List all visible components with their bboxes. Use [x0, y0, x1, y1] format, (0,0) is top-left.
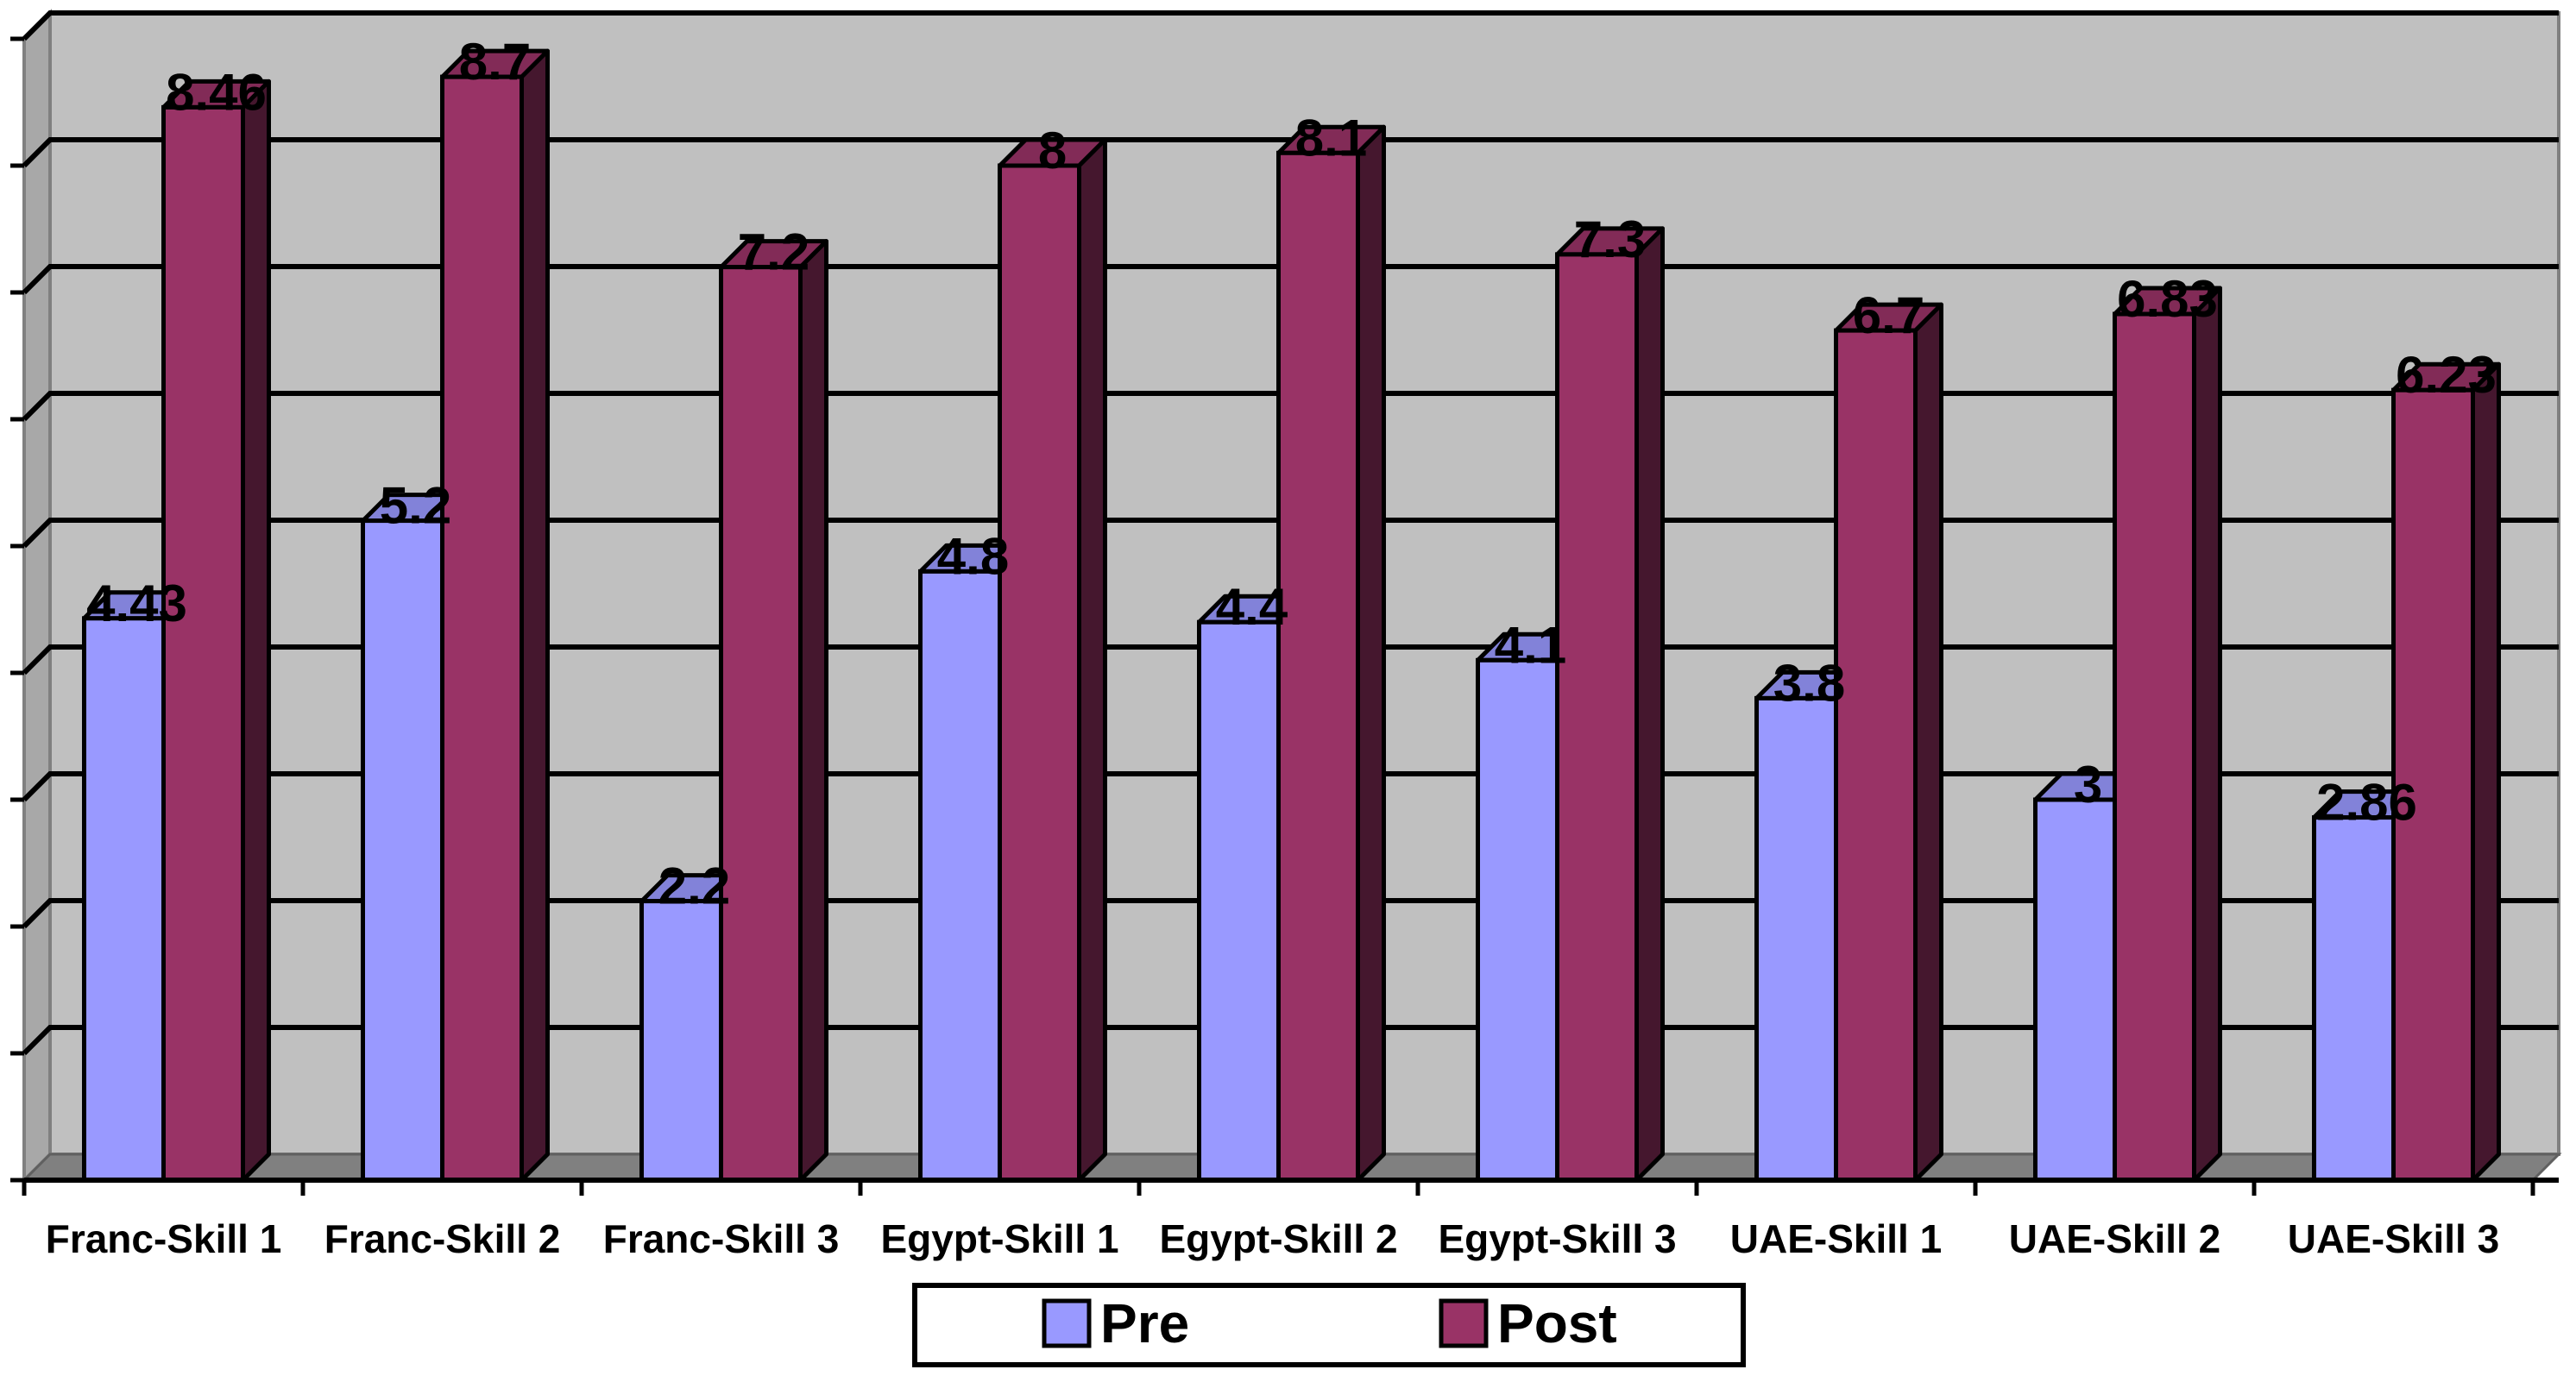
data-label: 6.23: [2396, 346, 2497, 404]
bar: [2113, 286, 2222, 1183]
bar: [1555, 226, 1665, 1183]
gridline: [22, 391, 2559, 422]
bar-front: [998, 163, 1081, 1183]
bar-side: [520, 48, 550, 1183]
bar-side: [1077, 137, 1107, 1183]
x-tick-label: Franc-Skill 2: [324, 1216, 561, 1261]
bar-front: [440, 74, 524, 1183]
data-label: 7.3: [1574, 210, 1646, 268]
bar-front: [719, 265, 803, 1183]
legend: Pre Post: [912, 1283, 1746, 1367]
data-label: 6.7: [1853, 286, 1924, 344]
bar-front: [1754, 695, 1838, 1183]
x-tick-label: Franc-Skill 3: [603, 1216, 840, 1261]
legend-swatch: [1042, 1298, 1092, 1348]
data-label: 7.2: [738, 223, 809, 281]
x-axis: Franc-Skill 1 Franc-Skill 2 Franc-Skill 3 E…: [10, 1178, 2559, 1261]
legend-label: Pre: [1100, 1292, 1189, 1354]
x-tick-label: UAE-Skill 3: [2288, 1216, 2499, 1261]
gridline: [22, 898, 2559, 929]
bar-side: [1913, 302, 1943, 1183]
data-label: 4.4: [1216, 578, 1288, 636]
bar-front: [82, 616, 166, 1183]
data-label: 5.2: [380, 477, 451, 535]
data-label: 3: [2074, 756, 2102, 813]
bars: [82, 48, 2501, 1183]
bar-front: [1834, 328, 1918, 1183]
bar-front: [361, 518, 444, 1183]
x-tick-label: UAE-Skill 1: [1730, 1216, 1942, 1261]
gridline: [22, 264, 2559, 295]
gridline: [22, 644, 2559, 675]
bar: [1834, 302, 1943, 1183]
data-label: 2.2: [658, 857, 730, 915]
x-tick-label: Franc-Skill 1: [46, 1216, 282, 1261]
data-label: 4.8: [937, 527, 1009, 585]
x-tick-label: UAE-Skill 2: [2009, 1216, 2220, 1261]
bar-front: [1276, 150, 1360, 1183]
data-label: 3.8: [1773, 654, 1845, 712]
data-label: 8.46: [166, 63, 267, 121]
bar-side: [1634, 226, 1665, 1183]
data-label: 4.43: [86, 575, 187, 632]
x-tick-label: Egypt-Skill 3: [1438, 1216, 1676, 1261]
bar: [2391, 361, 2501, 1183]
bar-side: [2192, 286, 2222, 1183]
bar: [998, 137, 1107, 1183]
legend-label: Post: [1497, 1292, 1617, 1354]
bar-side: [241, 79, 271, 1183]
bar: [1276, 124, 1386, 1183]
bar-front: [1555, 252, 1639, 1183]
bar: [719, 239, 828, 1183]
bar-front: [161, 104, 245, 1183]
gridline: [22, 10, 2559, 41]
bar-side: [1356, 124, 1386, 1183]
bar-side: [2471, 361, 2501, 1183]
bar-front: [918, 569, 1002, 1183]
data-label: 8.7: [459, 33, 531, 91]
gridline: [22, 771, 2559, 802]
bar-front: [1476, 657, 1559, 1183]
gridlines: [10, 10, 2559, 1056]
data-label: 4.1: [1495, 616, 1566, 674]
bar-front: [2033, 797, 2117, 1183]
x-tick-label: Egypt-Skill 2: [1159, 1216, 1397, 1261]
gridline: [22, 137, 2559, 168]
bar-front: [2113, 311, 2196, 1183]
x-tick-label: Egypt-Skill 1: [880, 1216, 1118, 1261]
bar-front: [639, 899, 723, 1183]
data-labels: 4.43 8.46 5.2 8.7 2.2 7.2 4.8 8 4.4 8.1 4.1 7.3 3.8 6…: [86, 33, 2497, 915]
bar-front: [2312, 815, 2396, 1183]
side-wall: [22, 9, 52, 1184]
legend-box: [912, 1283, 1746, 1367]
bar-front: [2391, 387, 2475, 1183]
data-label: 2.86: [2316, 774, 2417, 832]
bar-side: [798, 239, 828, 1183]
gridline: [22, 518, 2559, 549]
bar-front: [1197, 619, 1281, 1183]
data-label: 8.1: [1295, 109, 1367, 166]
legend-swatch: [1439, 1298, 1489, 1348]
data-label: 6.83: [2117, 270, 2218, 328]
data-label: 8: [1038, 122, 1067, 179]
gridline: [22, 1025, 2559, 1056]
bar: [440, 48, 550, 1183]
